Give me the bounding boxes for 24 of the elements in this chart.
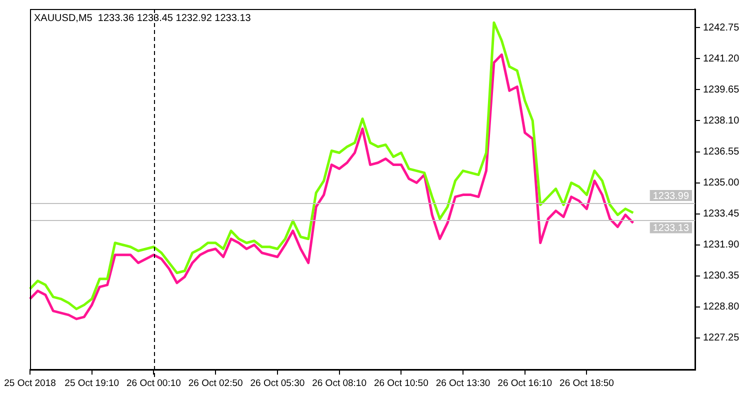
- y-tick-label: 1233.45: [703, 208, 740, 220]
- y-tick-label: 1241.20: [703, 53, 740, 64]
- y-tick-label: 1236.55: [703, 146, 740, 158]
- x-tick-label: 26 Oct 13:30: [436, 378, 490, 389]
- y-tick-label: 1231.90: [703, 240, 740, 251]
- x-tick-label: 26 Oct 08:10: [312, 378, 367, 389]
- x-tick-label: 26 Oct 05:30: [250, 378, 305, 389]
- ref-line-label: 1233.99: [652, 190, 690, 202]
- x-tick-label: 26 Oct 10:50: [374, 378, 428, 389]
- y-tick-label: 1235.00: [703, 178, 740, 189]
- x-tick-label: 26 Oct 02:50: [188, 378, 243, 389]
- x-tick-label: 25 Oct 2018: [4, 378, 56, 389]
- ref-line-label: 1233.13: [652, 222, 690, 234]
- x-tick-label: 26 Oct 18:50: [560, 378, 614, 389]
- y-tick-label: 1239.65: [703, 84, 740, 96]
- y-tick-label: 1230.35: [703, 270, 740, 282]
- y-tick-label: 1242.75: [703, 22, 740, 34]
- x-tick-label: 26 Oct 16:10: [498, 378, 552, 389]
- chart-title: XAUUSD,M5 1233.36 1233.45 1232.92 1233.13: [34, 12, 252, 24]
- x-tick-label: 26 Oct 00:10: [126, 378, 181, 389]
- y-tick-label: 1227.25: [703, 332, 740, 344]
- y-tick-label: 1238.10: [703, 115, 740, 126]
- x-tick-label: 25 Oct 19:10: [64, 378, 120, 389]
- y-tick-label: 1228.80: [703, 302, 740, 313]
